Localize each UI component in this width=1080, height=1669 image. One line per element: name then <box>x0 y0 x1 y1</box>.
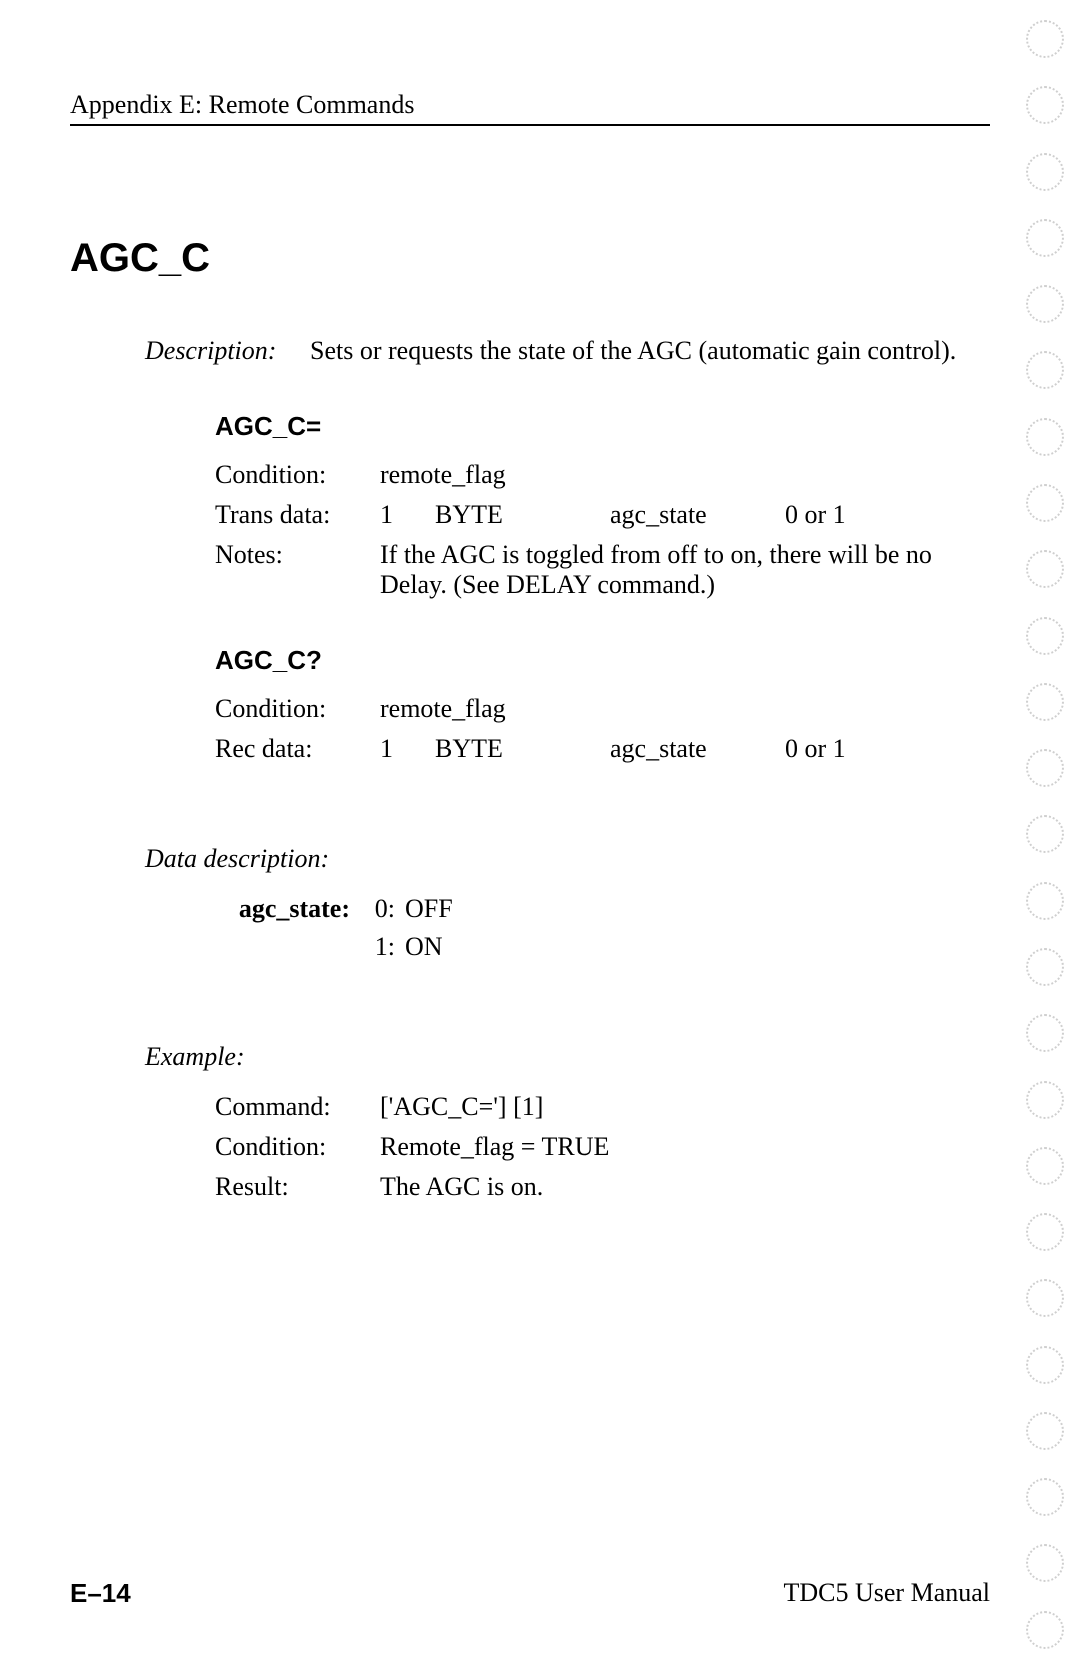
set-heading: AGC_C= <box>70 411 990 442</box>
footer: E–14 TDC5 User Manual <box>70 1578 990 1609</box>
trans-range: 0 or 1 <box>785 500 990 530</box>
binding-hole <box>1026 484 1064 522</box>
notes-row: Notes: If the AGC is toggled from off to… <box>70 540 990 600</box>
page-header: Appendix E: Remote Commands <box>70 90 990 126</box>
data-desc-param: agc_state: <box>215 894 360 924</box>
data-desc-label: Data description: <box>70 844 990 874</box>
example-label: Example: <box>70 1042 990 1072</box>
data-desc-spacer <box>215 932 360 962</box>
example-row-0: Command: ['AGC_C='] [1] <box>70 1092 990 1122</box>
trans-data-row: Trans data: 1 BYTE agc_state 0 or 1 <box>70 500 990 530</box>
data-desc-row-0: agc_state: 0: OFF <box>70 894 990 924</box>
notes-label: Notes: <box>215 540 380 600</box>
trans-type: BYTE <box>435 500 610 530</box>
example-key-1: Condition: <box>215 1132 380 1162</box>
binding-hole <box>1026 418 1064 456</box>
binding-holes <box>1020 20 1070 1649</box>
binding-hole <box>1026 617 1064 655</box>
binding-hole <box>1026 815 1064 853</box>
query-condition-label: Condition: <box>215 694 380 724</box>
description-label: Description: <box>145 336 310 366</box>
data-desc-val-0: OFF <box>395 894 453 924</box>
binding-hole <box>1026 1279 1064 1317</box>
notes-text: If the AGC is toggled from off to on, th… <box>380 540 990 600</box>
binding-hole <box>1026 20 1064 58</box>
rec-range: 0 or 1 <box>785 734 990 764</box>
example-key-0: Command: <box>215 1092 380 1122</box>
rec-name: agc_state <box>610 734 785 764</box>
data-desc-row-1: 1: ON <box>70 932 990 962</box>
query-heading: AGC_C? <box>70 645 990 676</box>
binding-hole <box>1026 1147 1064 1185</box>
rec-label: Rec data: <box>215 734 380 764</box>
binding-hole <box>1026 285 1064 323</box>
example-row-1: Condition: Remote_flag = TRUE <box>70 1132 990 1162</box>
binding-hole <box>1026 1014 1064 1052</box>
binding-hole <box>1026 153 1064 191</box>
trans-count: 1 <box>380 500 435 530</box>
description-text: Sets or requests the state of the AGC (a… <box>310 336 990 366</box>
page: Appendix E: Remote Commands AGC_C Descri… <box>0 0 1080 1669</box>
example-key-2: Result: <box>215 1172 380 1202</box>
binding-hole <box>1026 1611 1064 1649</box>
doc-title: TDC5 User Manual <box>783 1578 990 1609</box>
binding-hole <box>1026 351 1064 389</box>
data-desc-code-1: 1: <box>360 932 395 962</box>
rec-type: BYTE <box>435 734 610 764</box>
binding-hole <box>1026 1081 1064 1119</box>
set-condition-value: remote_flag <box>380 460 990 490</box>
description-row: Description: Sets or requests the state … <box>70 336 990 366</box>
binding-hole <box>1026 1213 1064 1251</box>
example-val-0: ['AGC_C='] [1] <box>380 1092 990 1122</box>
binding-hole <box>1026 86 1064 124</box>
trans-label: Trans data: <box>215 500 380 530</box>
binding-hole <box>1026 1412 1064 1450</box>
trans-name: agc_state <box>610 500 785 530</box>
binding-hole <box>1026 749 1064 787</box>
binding-hole <box>1026 550 1064 588</box>
example-val-1: Remote_flag = TRUE <box>380 1132 990 1162</box>
example-val-2: The AGC is on. <box>380 1172 990 1202</box>
binding-hole <box>1026 1478 1064 1516</box>
data-desc-val-1: ON <box>395 932 443 962</box>
binding-hole <box>1026 683 1064 721</box>
rec-count: 1 <box>380 734 435 764</box>
command-title: AGC_C <box>70 236 990 281</box>
binding-hole <box>1026 1544 1064 1582</box>
binding-hole <box>1026 1346 1064 1384</box>
data-desc-code-0: 0: <box>360 894 395 924</box>
set-condition-label: Condition: <box>215 460 380 490</box>
rec-data-row: Rec data: 1 BYTE agc_state 0 or 1 <box>70 734 990 764</box>
binding-hole <box>1026 882 1064 920</box>
page-number: E–14 <box>70 1578 131 1609</box>
query-condition-value: remote_flag <box>380 694 990 724</box>
query-condition-row: Condition: remote_flag <box>70 694 990 724</box>
binding-hole <box>1026 219 1064 257</box>
set-condition-row: Condition: remote_flag <box>70 460 990 490</box>
example-row-2: Result: The AGC is on. <box>70 1172 990 1202</box>
binding-hole <box>1026 948 1064 986</box>
